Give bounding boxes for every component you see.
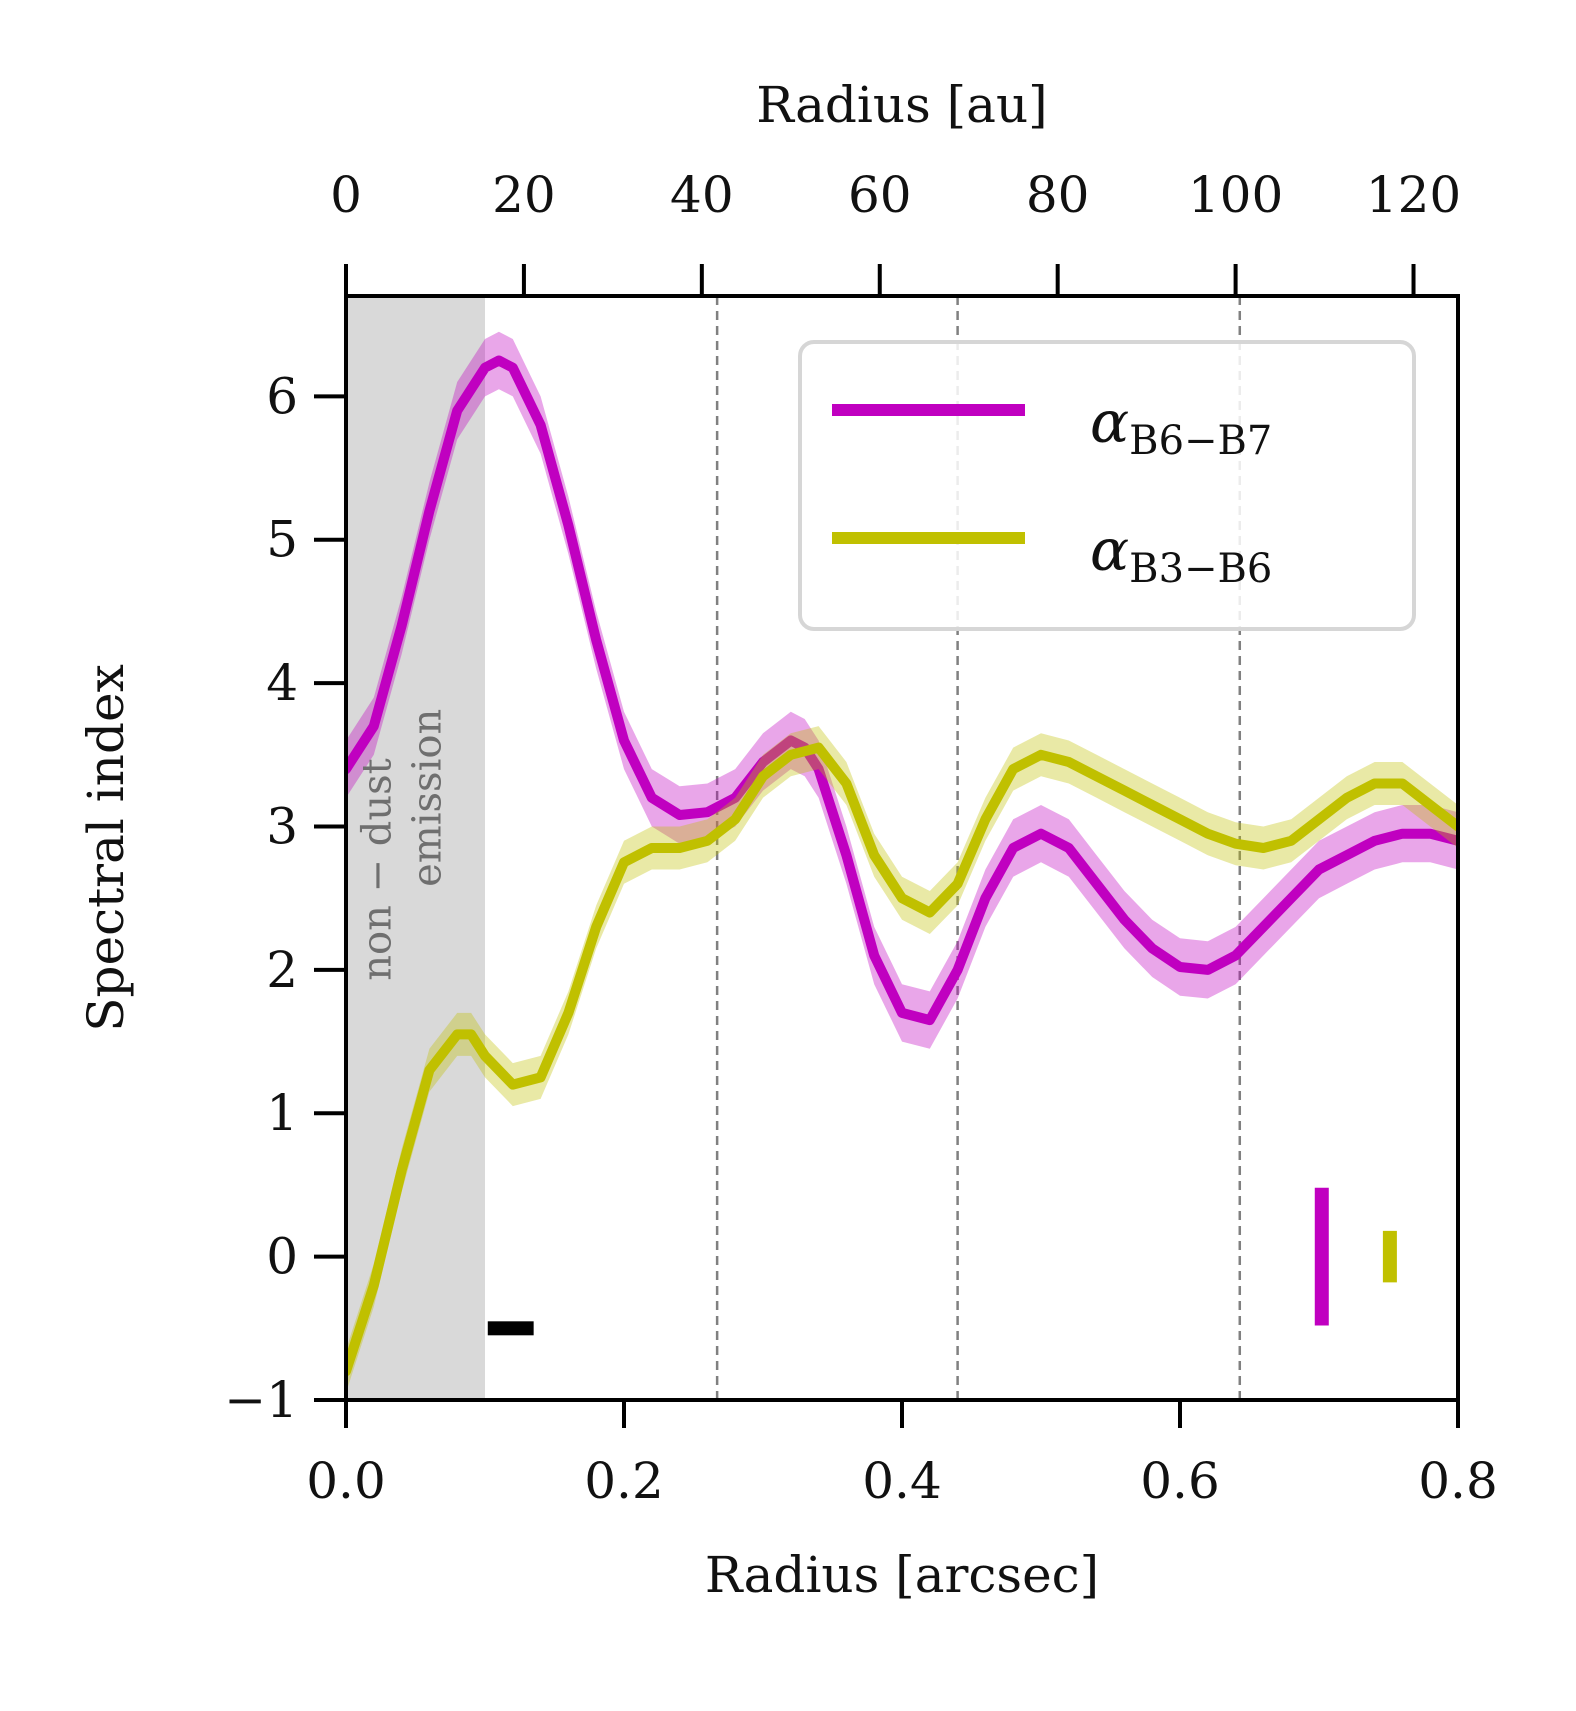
x2-tick-label-5: 100 — [1188, 166, 1283, 224]
y-axis-title: Spectral index — [77, 664, 135, 1032]
x-tick-label-0: 0.0 — [306, 1452, 386, 1510]
y-tick-label-5: 4 — [266, 654, 298, 712]
line-b3-b6 — [346, 742, 1458, 1377]
x-axis-top: 0 20 40 60 80 100 120 — [330, 166, 1461, 296]
x-tick-label-4: 0.8 — [1418, 1452, 1498, 1510]
series-group — [346, 331, 1458, 1393]
legend-label-b3-b6: αB3−B6 — [1090, 516, 1272, 592]
legend-box — [798, 340, 1416, 631]
legend: αB6−B7 αB3−B6 — [798, 340, 1416, 631]
x2-tick-label-1: 20 — [492, 166, 556, 224]
error-bars — [1314, 1187, 1397, 1326]
y-tick-label-3: 2 — [266, 941, 298, 999]
y-tick-label-1: 0 — [266, 1228, 298, 1286]
x2-tick-label-4: 80 — [1026, 166, 1090, 224]
y-tick-label-7: 6 — [266, 367, 298, 425]
line-b6-b7 — [346, 355, 1458, 1026]
y-tick-label-6: 5 — [266, 511, 298, 569]
x-tick-label-2: 0.4 — [862, 1452, 942, 1510]
x-axis-bottom: 0.0 0.2 0.4 0.6 0.8 — [306, 1400, 1498, 1510]
y-tick-label-0: −1 — [224, 1371, 298, 1429]
shade-label-line1: non − dust — [354, 758, 400, 981]
y-tick-label-2: 1 — [266, 1084, 298, 1142]
non-dust-emission-region — [346, 296, 485, 1400]
x2-tick-label-0: 0 — [330, 166, 362, 224]
y-axis-left: −1 0 1 2 3 4 5 6 — [224, 367, 346, 1429]
shade-label-line2: emission — [405, 709, 451, 887]
x2-axis-title: Radius [au] — [756, 76, 1047, 134]
x-axis-title: Radius [arcsec] — [705, 1546, 1099, 1604]
x-tick-label-1: 0.2 — [584, 1452, 664, 1510]
x-tick-label-3: 0.6 — [1140, 1452, 1220, 1510]
x2-tick-label-3: 60 — [848, 166, 912, 224]
legend-label-b6-b7: αB6−B7 — [1090, 388, 1272, 464]
y-tick-label-4: 3 — [266, 797, 298, 855]
x2-tick-label-2: 40 — [670, 166, 734, 224]
x2-tick-label-6: 120 — [1366, 166, 1461, 224]
beam-size-bar — [487, 1321, 534, 1336]
